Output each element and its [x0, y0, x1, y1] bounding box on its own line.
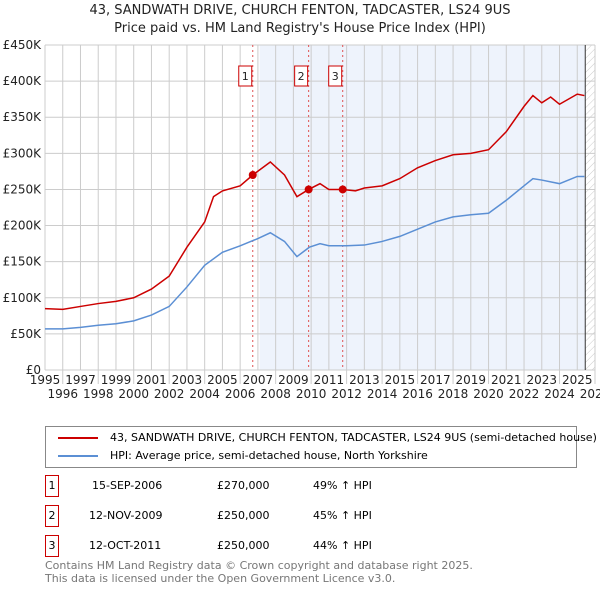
sale-point [338, 185, 347, 194]
x-tick-label: 2011 [314, 373, 345, 387]
sale-price: £250,000 [217, 509, 270, 522]
legend: 43, SANDWATH DRIVE, CHURCH FENTON, TADCA… [45, 426, 597, 468]
x-tick-label: 2022 [509, 387, 540, 401]
sale-hpi: 45% ↑ HPI [313, 509, 372, 522]
x-tick-label: 2021 [491, 373, 522, 387]
footer-line2: This data is licensed under the Open Gov… [45, 572, 396, 585]
x-tick-label: 2009 [278, 373, 309, 387]
x-tick-label: 2013 [349, 373, 380, 387]
legend-label-property: 43, SANDWATH DRIVE, CHURCH FENTON, TADCA… [110, 431, 597, 444]
x-tick-label: 1996 [47, 387, 78, 401]
y-tick-label: £200K [3, 219, 43, 233]
x-tick-label: 2015 [385, 373, 416, 387]
sale-date: 12-OCT-2011 [89, 539, 162, 552]
x-tick-label: 2008 [260, 387, 291, 401]
chart-title: 43, SANDWATH DRIVE, CHURCH FENTON, TADCA… [89, 3, 511, 18]
chart: 1995199619971998199920002001200220032004… [3, 38, 600, 401]
y-tick-label: £50K [10, 327, 42, 341]
sale-price: £250,000 [217, 539, 270, 552]
x-tick-label: 2025 [562, 373, 593, 387]
series-line [44, 93, 585, 311]
x-tick-label: 2000 [118, 387, 149, 401]
sale-label: 1 [242, 70, 249, 83]
sale-label-box [238, 65, 253, 87]
sale-hpi: 49% ↑ HPI [313, 479, 372, 492]
y-tick-label: £150K [3, 255, 43, 269]
x-tick-label: 2020 [473, 387, 504, 401]
x-tick-label: 2017 [420, 373, 451, 387]
legend-label-hpi: HPI: Average price, semi-detached house,… [110, 449, 428, 462]
y-tick-label: £350K [3, 110, 43, 124]
x-tick-label: 2005 [207, 373, 238, 387]
sale-date: 12-NOV-2009 [89, 509, 163, 522]
x-tick-label: 2001 [136, 373, 167, 387]
x-tick-label: 2014 [367, 387, 398, 401]
x-tick-label: 2026 [580, 387, 600, 401]
sale-point [248, 171, 257, 179]
sale-point [304, 185, 313, 194]
sale-row: 2 12-NOV-2009 £250,000 45% ↑ HPI [45, 505, 445, 527]
y-tick-label: £250K [3, 182, 43, 196]
legend-swatch-blue [58, 455, 98, 457]
shaded-region [259, 45, 586, 370]
y-tick-label: £450K [3, 38, 43, 52]
footer-line1: Contains HM Land Registry data © Crown c… [45, 559, 473, 572]
series-line [45, 175, 585, 330]
legend-swatch-red [58, 437, 98, 439]
sale-row: 1 15-SEP-2006 £270,000 49% ↑ HPI [45, 475, 445, 497]
sale-number: 1 [45, 475, 59, 497]
x-tick-label: 2003 [172, 373, 203, 387]
x-tick-label: 1999 [101, 373, 132, 387]
sale-price: £270,000 [217, 479, 270, 492]
x-tick-label: 2024 [544, 387, 575, 401]
x-tick-label: 2016 [402, 387, 433, 401]
x-tick-label: 1998 [83, 387, 114, 401]
x-tick-label: 2007 [243, 373, 274, 387]
y-tick-label: £100K [3, 291, 43, 305]
sale-label-box [294, 65, 309, 87]
sale-hpi: 44% ↑ HPI [313, 539, 372, 552]
sale-row: 3 12-OCT-2011 £250,000 44% ↑ HPI [45, 535, 445, 557]
x-tick-label: 1995 [30, 373, 61, 387]
sale-label: 3 [332, 70, 339, 83]
x-tick-label: 2012 [331, 387, 362, 401]
sale-number: 2 [45, 505, 59, 527]
x-tick-label: 2010 [296, 387, 327, 401]
x-tick-label: 2023 [527, 373, 558, 387]
sale-date: 15-SEP-2006 [92, 479, 163, 492]
y-tick-label: £400K [3, 74, 43, 88]
y-tick-label: £300K [3, 146, 43, 160]
x-tick-label: 2004 [189, 387, 220, 401]
y-tick-label: £0 [26, 363, 41, 377]
x-tick-label: 2018 [438, 387, 469, 401]
x-tick-label: 2019 [456, 373, 487, 387]
x-tick-label: 2006 [225, 387, 256, 401]
sale-label: 2 [298, 70, 305, 83]
chart-subtitle: Price paid vs. HM Land Registry's House … [114, 21, 486, 36]
sale-label-box [328, 65, 343, 87]
x-tick-label: 2002 [154, 387, 185, 401]
sale-number: 3 [45, 535, 59, 557]
x-tick-label: 1997 [65, 373, 96, 387]
forecast-hatch [585, 45, 595, 370]
